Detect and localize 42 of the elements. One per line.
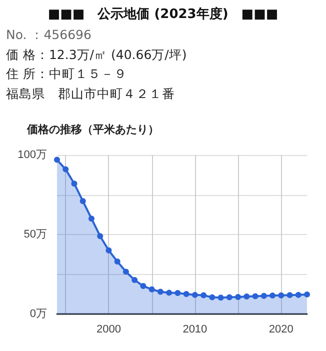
- point: [209, 294, 216, 300]
- point: [88, 216, 94, 222]
- text: 福島県 郡山市中町４２１番: [6, 84, 176, 102]
- point: [270, 292, 276, 299]
- point: [174, 290, 181, 296]
- point: [132, 276, 138, 283]
- point: [148, 286, 155, 292]
- text: 価 格：12.3万/㎡ (40.66万/坪): [6, 46, 187, 64]
- chart-title: ■■■ 公示地価 (2023年度) ■■■: [46, 6, 280, 23]
- point: [286, 292, 293, 298]
- point: [62, 166, 69, 172]
- point: [192, 292, 198, 298]
- point: [106, 247, 112, 254]
- chart-subtitle: 価格の推移（平米あたり）: [27, 122, 159, 137]
- x-tick-label: 2000: [96, 324, 121, 336]
- x-tick-label: 2010: [182, 324, 208, 336]
- point: [114, 258, 120, 265]
- point: [200, 292, 207, 298]
- point: [304, 291, 310, 298]
- point: [235, 294, 242, 300]
- point: [166, 290, 172, 296]
- point: [252, 293, 258, 300]
- y-tick-label: 0万: [30, 308, 47, 320]
- point: [260, 292, 267, 299]
- point: [278, 292, 284, 298]
- point: [122, 268, 129, 275]
- point: [97, 233, 104, 240]
- point: [244, 294, 250, 300]
- point: [71, 180, 78, 187]
- point: [226, 294, 232, 300]
- point: [140, 283, 146, 290]
- point: [80, 198, 86, 204]
- point: [183, 290, 190, 297]
- y-tick-label: 50万: [24, 228, 47, 240]
- point: [157, 288, 164, 295]
- point: [218, 294, 224, 301]
- y-tick-label: 100万: [18, 149, 47, 161]
- point: [295, 292, 302, 298]
- text: 住 所：中町１５－９: [6, 65, 128, 83]
- text: No. ：456696: [6, 26, 92, 44]
- point: [54, 156, 60, 163]
- x-tick-label: 2020: [268, 324, 294, 336]
